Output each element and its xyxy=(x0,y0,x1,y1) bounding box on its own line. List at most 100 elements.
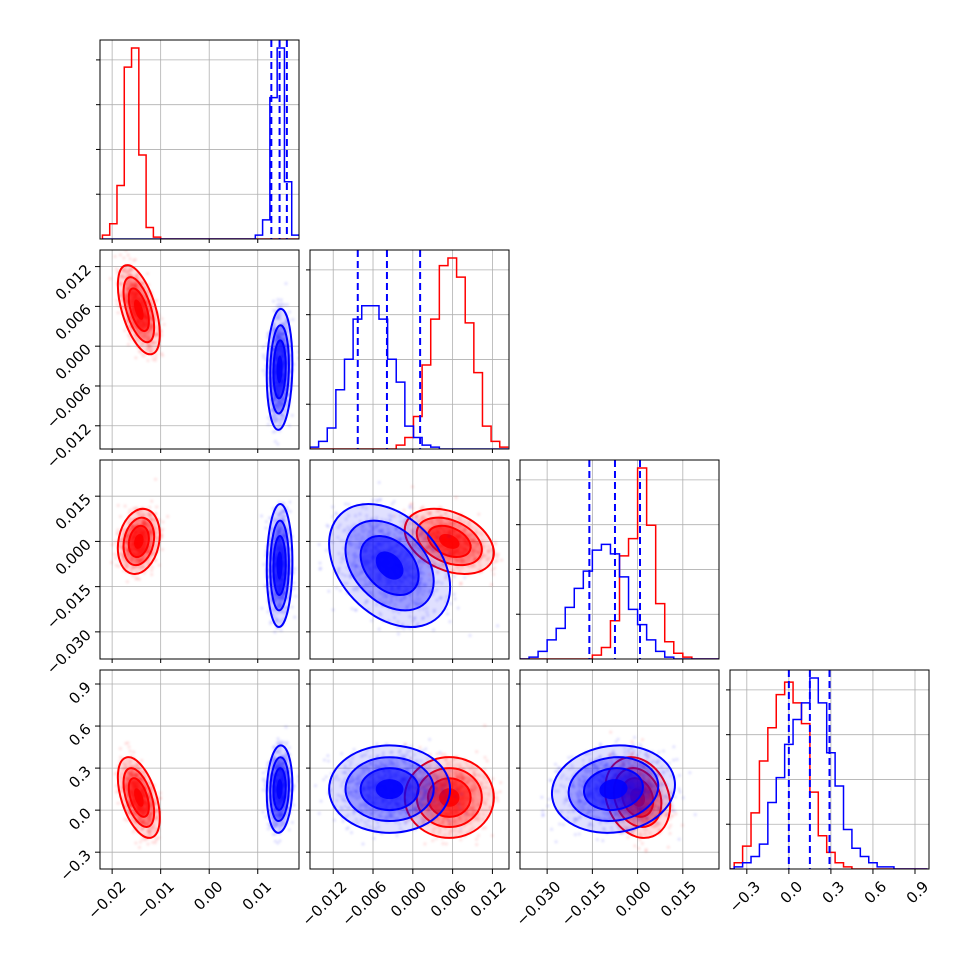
scatter-point xyxy=(275,530,278,534)
scatter-point xyxy=(377,481,381,484)
scatter-point xyxy=(147,513,151,516)
scatter-point xyxy=(278,532,282,535)
scatter-point xyxy=(411,485,414,489)
scatter-point xyxy=(399,599,403,603)
scatter-point xyxy=(464,530,467,534)
scatter-point xyxy=(260,514,263,518)
scatter-point xyxy=(266,416,270,420)
scatter-point xyxy=(432,628,435,632)
scatter-point xyxy=(290,605,294,609)
scatter-point xyxy=(403,596,407,599)
scatter-point xyxy=(272,417,276,421)
scatter-point xyxy=(279,417,282,421)
scatter-point xyxy=(278,311,282,314)
scatter-point xyxy=(421,540,425,544)
contour-line-0 xyxy=(127,524,150,559)
scatter-point xyxy=(123,559,127,562)
scatter-point xyxy=(456,517,459,521)
scatter-point xyxy=(426,526,430,530)
scatter-point xyxy=(143,337,146,340)
scatter-point xyxy=(466,557,470,560)
scatter-point xyxy=(455,566,458,569)
scatter-point xyxy=(282,418,286,421)
scatter-point xyxy=(393,616,396,620)
scatter-point xyxy=(495,559,499,563)
scatter-point xyxy=(269,620,273,623)
contour-line-1 xyxy=(272,535,287,597)
scatter-point xyxy=(281,414,284,418)
scatter-point xyxy=(132,259,136,262)
contour-line-1 xyxy=(269,519,290,612)
scatter-point xyxy=(125,563,128,567)
scatter-point xyxy=(437,520,440,523)
scatter-point xyxy=(470,564,473,568)
scatter-point xyxy=(417,533,421,536)
scatter-point xyxy=(345,582,349,585)
scatter-point xyxy=(374,521,378,524)
scatter-point xyxy=(346,525,350,529)
scatter-point xyxy=(116,311,120,315)
scatter-point xyxy=(468,553,471,557)
scatter-point xyxy=(111,543,114,547)
scatter-point xyxy=(293,615,296,619)
scatter-point xyxy=(277,604,280,608)
scatter-point xyxy=(410,502,414,506)
scatter-point xyxy=(375,498,378,502)
scatter-point xyxy=(340,572,344,576)
scatter-point xyxy=(426,521,430,525)
scatter-point xyxy=(286,303,289,307)
scatter-point xyxy=(487,551,491,554)
scatter-point xyxy=(477,560,481,564)
contour-line-0 xyxy=(122,516,156,567)
panel-2d-1-0 xyxy=(99,249,300,450)
scatter-point xyxy=(356,555,360,558)
scatter-point xyxy=(272,398,276,402)
scatter-point xyxy=(127,343,130,346)
scatter-point xyxy=(140,565,143,568)
scatter-point xyxy=(387,619,390,623)
scatter-point xyxy=(153,548,157,551)
scatter-point xyxy=(364,528,368,531)
scatter-point xyxy=(125,541,129,545)
scatter-point xyxy=(454,496,458,499)
scatter-point xyxy=(124,565,127,569)
scatter-point xyxy=(286,325,289,329)
scatter-point xyxy=(116,531,120,535)
scatter-point xyxy=(141,522,144,525)
scatter-point xyxy=(272,519,275,523)
scatter-point xyxy=(463,519,467,523)
scatter-point xyxy=(273,343,277,346)
scatter-point xyxy=(458,560,462,564)
scatter-point xyxy=(272,323,275,327)
scatter-point xyxy=(408,603,411,606)
scatter-point xyxy=(150,513,154,517)
scatter-point xyxy=(147,332,150,336)
scatter-point xyxy=(479,531,482,535)
scatter-point xyxy=(429,511,432,515)
scatter-point xyxy=(454,525,458,529)
scatter-point xyxy=(145,522,149,525)
scatter-point xyxy=(456,559,459,562)
scatter-point xyxy=(453,597,457,601)
scatter-point xyxy=(146,272,149,276)
scatter-point xyxy=(273,615,277,619)
scatter-point xyxy=(388,514,391,517)
scatter-point xyxy=(284,282,288,285)
scatter-point xyxy=(281,332,285,336)
scatter-point xyxy=(136,285,139,289)
scatter-point xyxy=(122,562,125,566)
scatter-point xyxy=(366,533,370,537)
scatter-point xyxy=(119,515,122,518)
scatter-point xyxy=(134,285,137,288)
scatter-point xyxy=(275,611,279,615)
density-fill-1 xyxy=(276,551,283,580)
scatter-point xyxy=(146,359,150,362)
scatter-point xyxy=(284,345,288,348)
scatter-point xyxy=(433,561,437,565)
scatter-point xyxy=(274,600,278,603)
scatter-point xyxy=(275,620,278,623)
scatter-point xyxy=(278,512,282,515)
panel-frame xyxy=(99,249,300,450)
scatter-point xyxy=(149,299,153,302)
scatter-point xyxy=(128,508,132,512)
